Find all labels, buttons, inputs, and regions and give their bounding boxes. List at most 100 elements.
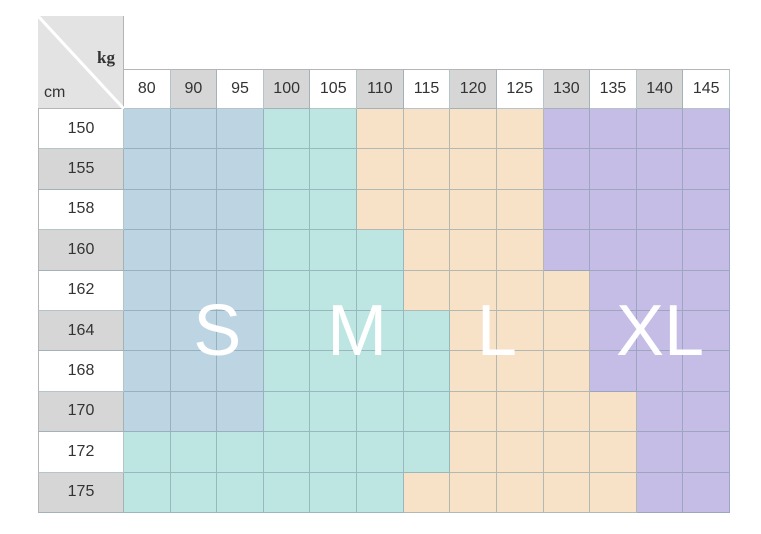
size-cell-m	[263, 432, 311, 473]
size-cell-l	[450, 149, 497, 190]
size-cell-l	[450, 391, 497, 433]
size-cell-xl	[590, 351, 637, 392]
size-cell-l	[450, 270, 497, 311]
size-cell-m	[357, 432, 404, 473]
size-cell-s	[217, 311, 264, 352]
size-cell-s	[217, 270, 264, 311]
size-cell-l	[357, 149, 404, 190]
size-cell-m	[263, 351, 311, 392]
weight-header-80: 80	[124, 69, 171, 109]
size-cell-m	[310, 149, 358, 190]
size-cell-l	[590, 391, 637, 433]
size-cell-m	[310, 109, 358, 150]
size-label-s: S	[193, 291, 242, 372]
height-header-172: 172	[38, 432, 124, 473]
size-chart: kg cm 80 90 95 100 105 110 115 120 125 130 135 140 1…	[38, 16, 730, 513]
size-cell-s	[217, 109, 264, 150]
corner-header: kg cm	[38, 16, 124, 109]
size-cell-xl	[590, 149, 637, 190]
size-cell-xl	[683, 109, 730, 150]
size-cell-xl	[683, 311, 730, 352]
size-cell-s	[217, 149, 264, 190]
size-cell-s	[170, 311, 218, 352]
size-cell-xl	[683, 432, 730, 473]
size-cell-xl	[636, 270, 684, 311]
size-cell-m	[263, 109, 311, 150]
size-cell-l	[590, 432, 637, 473]
size-cell-xl	[543, 109, 591, 150]
size-cell-m	[124, 472, 171, 513]
size-cell-l	[496, 230, 544, 271]
size-cell-l	[496, 432, 544, 473]
height-header-155: 155	[38, 149, 124, 190]
size-cell-s	[124, 189, 171, 231]
size-cell-m	[403, 351, 451, 392]
size-cell-s	[124, 351, 171, 392]
size-cell-l	[403, 189, 451, 231]
size-cell-m	[310, 351, 358, 392]
size-cell-l	[496, 270, 544, 311]
size-cell-m	[310, 270, 358, 311]
size-cell-m	[310, 432, 358, 473]
size-cell-xl	[683, 351, 730, 392]
size-cell-m	[310, 189, 358, 231]
size-cell-m	[310, 230, 358, 271]
size-cell-m	[263, 472, 311, 513]
weight-header-130: 130	[543, 69, 591, 109]
size-cell-m	[357, 311, 404, 352]
size-cell-s	[170, 230, 218, 271]
weight-header-120: 120	[450, 69, 497, 109]
size-cell-l	[543, 391, 591, 433]
size-cell-s	[170, 270, 218, 311]
size-cell-l	[403, 270, 451, 311]
size-cell-m	[263, 149, 311, 190]
size-cell-m	[310, 391, 358, 433]
size-label-xl: XL	[616, 291, 705, 372]
size-cell-m	[263, 391, 311, 433]
size-cell-xl	[636, 311, 684, 352]
size-cell-l	[496, 109, 544, 150]
size-cell-l	[543, 270, 591, 311]
size-cell-l	[450, 472, 497, 513]
size-cell-m	[403, 432, 451, 473]
size-cell-m	[263, 230, 311, 271]
size-cell-m	[124, 432, 171, 473]
size-cell-xl	[683, 270, 730, 311]
size-cell-l	[357, 109, 404, 150]
height-unit-label: cm	[44, 84, 66, 101]
size-cell-xl	[590, 270, 637, 311]
size-cell-xl	[636, 230, 684, 271]
size-cell-s	[217, 351, 264, 392]
weight-header-90: 90	[170, 69, 218, 109]
size-cell-l	[496, 149, 544, 190]
weight-header-115: 115	[403, 69, 451, 109]
size-cell-m	[357, 391, 404, 433]
weight-header-110: 110	[357, 69, 404, 109]
height-header-160: 160	[38, 230, 124, 271]
size-cell-l	[403, 230, 451, 271]
size-cell-m	[403, 391, 451, 433]
size-cell-s	[124, 391, 171, 433]
size-cell-xl	[636, 472, 684, 513]
size-cell-xl	[636, 351, 684, 392]
size-cell-l	[450, 230, 497, 271]
weight-unit-label: kg	[97, 48, 115, 67]
size-cell-xl	[683, 472, 730, 513]
size-cell-l	[543, 311, 591, 352]
size-label-m: M	[327, 291, 388, 372]
size-cell-l	[450, 109, 497, 150]
size-cell-l	[496, 311, 544, 352]
size-cell-l	[450, 432, 497, 473]
size-cell-m	[357, 270, 404, 311]
size-cell-xl	[590, 311, 637, 352]
size-cell-s	[170, 149, 218, 190]
size-cell-l	[357, 189, 404, 231]
size-cell-l	[450, 189, 497, 231]
height-header-175: 175	[38, 472, 124, 513]
size-cell-xl	[636, 189, 684, 231]
size-cell-s	[124, 230, 171, 271]
weight-header-105: 105	[310, 69, 358, 109]
size-cell-xl	[636, 149, 684, 190]
size-cell-m	[263, 270, 311, 311]
size-cell-s	[217, 230, 264, 271]
